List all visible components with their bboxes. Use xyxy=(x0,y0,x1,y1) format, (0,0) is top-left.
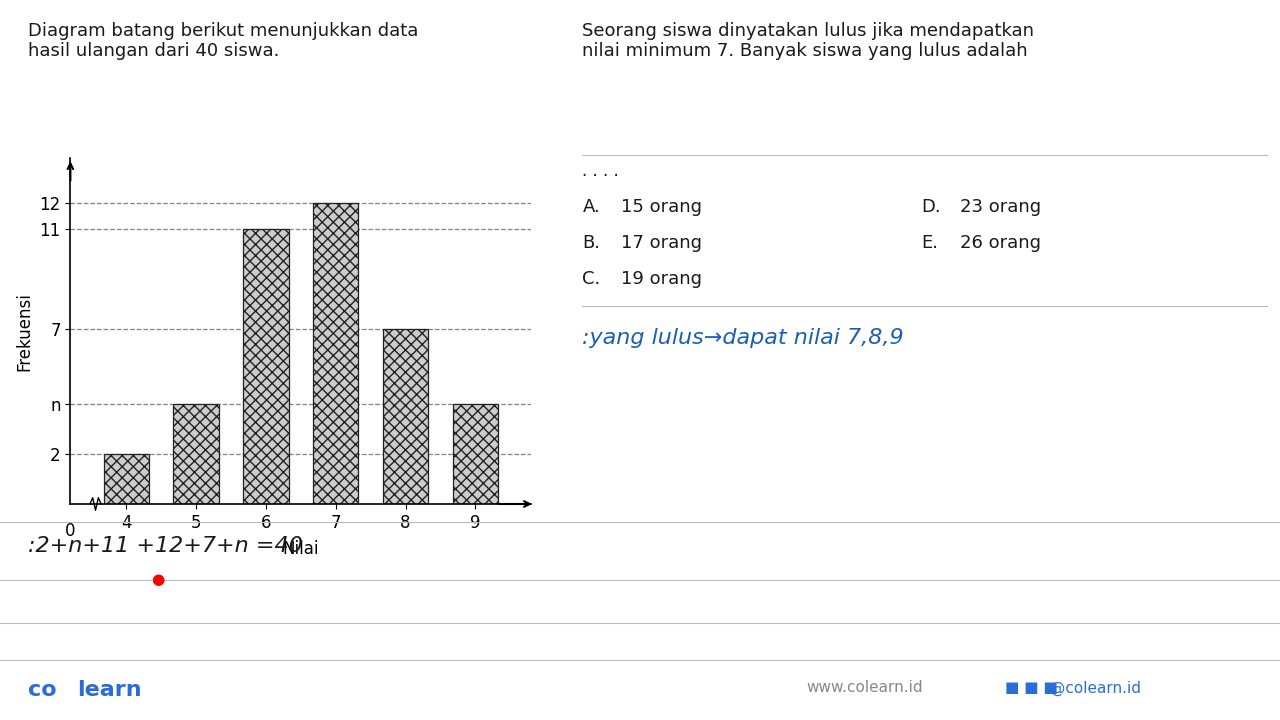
Text: co: co xyxy=(28,680,56,701)
X-axis label: Nilai: Nilai xyxy=(283,540,319,558)
Y-axis label: Frekuensi: Frekuensi xyxy=(15,292,33,371)
Text: learn: learn xyxy=(77,680,141,701)
Text: ■ ■ ■: ■ ■ ■ xyxy=(1005,680,1057,696)
Text: . . . .: . . . . xyxy=(582,162,620,180)
Bar xyxy=(173,404,219,504)
Text: D.: D. xyxy=(922,198,941,216)
Text: www.colearn.id: www.colearn.id xyxy=(806,680,923,696)
Text: @colearn.id: @colearn.id xyxy=(1050,680,1140,696)
Text: Seorang siswa dinyatakan lulus jika mendapatkan
nilai minimum 7. Banyak siswa ya: Seorang siswa dinyatakan lulus jika mend… xyxy=(582,22,1034,60)
Text: C.: C. xyxy=(582,270,600,288)
Text: :2+n+11 +12+7+n =40: :2+n+11 +12+7+n =40 xyxy=(28,536,303,557)
Text: :yang lulus→dapat nilai 7,8,9: :yang lulus→dapat nilai 7,8,9 xyxy=(582,328,904,348)
Text: 23 orang: 23 orang xyxy=(960,198,1041,216)
Text: 17 orang: 17 orang xyxy=(621,234,701,252)
Bar xyxy=(243,228,288,504)
Text: E.: E. xyxy=(922,234,938,252)
Text: B.: B. xyxy=(582,234,600,252)
Text: 19 orang: 19 orang xyxy=(621,270,701,288)
Bar xyxy=(453,404,498,504)
Bar xyxy=(383,329,429,504)
Text: ●: ● xyxy=(151,572,164,588)
Text: 0: 0 xyxy=(65,521,76,539)
Bar xyxy=(104,454,148,504)
Text: 15 orang: 15 orang xyxy=(621,198,701,216)
Text: 26 orang: 26 orang xyxy=(960,234,1041,252)
Text: A.: A. xyxy=(582,198,600,216)
Bar xyxy=(314,204,358,504)
Text: Diagram batang berikut menunjukkan data
hasil ulangan dari 40 siswa.: Diagram batang berikut menunjukkan data … xyxy=(28,22,419,60)
